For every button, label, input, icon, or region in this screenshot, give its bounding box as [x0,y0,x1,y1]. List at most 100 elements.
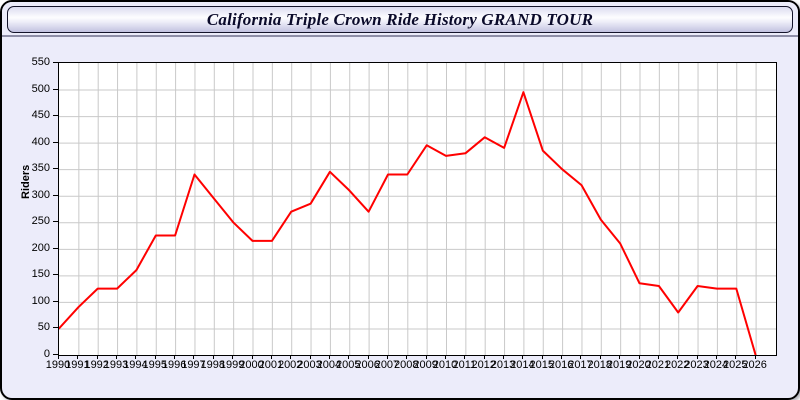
x-tick-mark [619,355,621,359]
y-tick-mark [53,247,58,249]
x-tick-mark [116,355,118,359]
x-tick-label: 2022 [664,359,690,371]
chart: Riders 0 50 100 150 200 250 300 350 400 450 500 550… [2,37,798,398]
x-tick-mark [715,355,717,359]
x-tick-label: 1994 [123,359,148,371]
x-tick-mark [154,355,156,359]
x-tick-label: 1991 [65,359,90,371]
y-tick-label: 550 [31,56,50,68]
y-tick-mark [53,168,58,170]
x-tick-mark [58,355,59,359]
x-tick-label: 2015 [529,359,554,371]
x-tick-label: 2003 [297,359,322,371]
plot-area [58,62,777,356]
y-tick-label: 450 [31,109,50,122]
y-tick-mark [53,354,58,355]
x-tick-mark [425,355,427,359]
y-tick-label: 250 [31,215,50,228]
x-tick-mark [251,355,253,359]
x-tick-mark [348,355,350,359]
x-tick-mark [270,355,272,359]
line-chart-svg [59,63,776,355]
y-tick-mark [53,194,58,196]
x-tick-mark [77,355,79,359]
x-tick-label: 1995 [142,359,167,371]
x-tick-mark [735,355,737,359]
x-tick-mark [193,355,195,359]
y-tick-label: 350 [31,162,50,175]
y-tick-label: 50 [37,321,50,334]
x-tick-label: 2012 [471,359,496,371]
x-tick-label: 2008 [394,359,419,371]
x-tick-mark [503,355,505,359]
y-tick-mark [53,115,58,117]
x-tick-mark [135,355,137,359]
x-tick-mark [696,355,698,359]
x-tick-mark [561,355,563,359]
x-tick-mark [445,355,446,359]
x-tick-label: 2014 [510,359,535,371]
x-tick-label: 2009 [413,359,438,371]
x-tick-mark [406,355,408,359]
x-tick-label: 1993 [103,359,129,371]
x-tick-mark [386,355,388,359]
y-tick-label: 150 [31,268,50,281]
x-tick-label: 2010 [432,359,458,371]
x-tick-mark [290,355,292,359]
y-tick-label: 200 [31,241,50,254]
x-tick-mark [309,355,311,359]
x-tick-label: 2005 [336,359,361,371]
x-tick-label: 2026 [742,359,767,371]
x-tick-mark [212,355,214,359]
x-tick-mark [522,355,524,359]
x-tick-label: 2001 [258,359,284,371]
x-tick-label: 2007 [374,359,400,371]
y-tick-mark [53,327,58,329]
y-tick-label: 400 [31,135,50,148]
y-tick-mark [53,274,58,276]
x-tick-label: 2020 [626,359,651,371]
x-tick-mark [232,355,234,359]
series-line-riders [59,91,757,355]
y-tick-label: 100 [31,294,50,307]
x-tick-mark [464,355,466,359]
x-tick-label: 2013 [490,359,516,371]
x-tick-label: 2023 [684,359,709,371]
x-tick-label: 2025 [723,359,748,371]
x-tick-mark [174,355,176,359]
x-tick-mark [657,355,659,359]
x-tick-mark [96,355,98,359]
x-tick-mark [638,355,640,359]
y-tick-label: 300 [31,188,50,201]
y-tick-mark [53,141,58,143]
x-tick-label: 2006 [355,359,380,371]
x-tick-label: 1998 [200,359,226,371]
x-tick-mark [754,355,756,359]
x-tick-label: 2011 [452,359,477,371]
x-tick-mark [599,355,601,359]
x-tick-label: 2002 [277,359,303,371]
y-tick-mark [53,221,58,223]
x-tick-label: 2019 [606,359,632,371]
x-tick-mark [580,355,582,359]
x-tick-mark [677,355,679,359]
x-tick-label: 2021 [645,359,671,371]
x-tick-label: 1992 [84,359,109,371]
y-tick-mark [53,88,58,90]
y-tick-mark [53,62,58,63]
title-bar: California Triple Crown Ride History GRA… [7,6,793,33]
x-tick-label: 2018 [587,359,613,371]
x-tick-label: 2024 [703,359,729,371]
y-tick-mark [53,300,58,302]
x-tick-label: 2016 [548,359,574,371]
x-tick-label: 1990 [45,359,71,371]
chart-title: California Triple Crown Ride History GRA… [206,9,594,29]
x-tick-mark [367,355,369,359]
x-tick-mark [541,355,543,359]
x-tick-label: 2017 [568,359,593,371]
x-tick-label: 2004 [316,359,342,371]
title-band: California Triple Crown Ride History GRA… [2,2,798,37]
y-tick-label: 500 [31,82,50,95]
x-tick-label: 1996 [161,359,187,371]
